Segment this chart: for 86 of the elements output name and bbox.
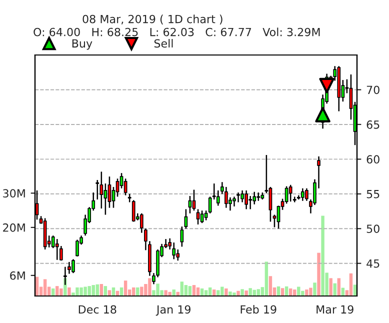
candlestick bbox=[244, 190, 248, 210]
bar bbox=[248, 288, 252, 296]
candlestick bbox=[248, 195, 252, 210]
candlestick bbox=[284, 186, 288, 204]
bar bbox=[124, 280, 128, 296]
candlestick bbox=[240, 190, 244, 203]
y-tick-label: 45 bbox=[366, 259, 380, 268]
candlestick bbox=[236, 192, 240, 203]
legend-label: Sell bbox=[154, 39, 173, 48]
candlestick bbox=[104, 182, 108, 216]
bar bbox=[76, 287, 79, 296]
bar bbox=[297, 286, 300, 296]
candlestick bbox=[100, 171, 104, 210]
bar bbox=[43, 279, 47, 296]
bar bbox=[353, 284, 357, 296]
chart-subtitle: O: 64.00 H: 68.25 L: 62.03 C: 67.77 Vol: 3.29M bbox=[34, 28, 320, 36]
candlestick bbox=[216, 190, 220, 206]
bar bbox=[317, 252, 320, 296]
y-tick-label: 70 bbox=[366, 86, 380, 94]
candlestick bbox=[224, 186, 228, 208]
bar bbox=[148, 278, 152, 296]
bar bbox=[268, 276, 272, 296]
candlestick bbox=[108, 176, 112, 208]
candlestick bbox=[124, 178, 128, 196]
y-tick-label: 55 bbox=[366, 190, 380, 198]
y2-tick-label: 6M bbox=[10, 271, 25, 280]
candlestick bbox=[188, 195, 192, 214]
candlestick bbox=[204, 210, 208, 221]
candlestick bbox=[300, 188, 304, 202]
bar bbox=[156, 284, 160, 296]
x-tick-label: Dec 18 bbox=[78, 305, 116, 314]
candlestick bbox=[200, 210, 204, 224]
candlestick bbox=[132, 200, 136, 222]
bar bbox=[88, 286, 91, 296]
candlestick bbox=[72, 258, 75, 274]
candlestick bbox=[96, 179, 100, 200]
candlestick bbox=[180, 226, 184, 248]
candlestick bbox=[192, 189, 196, 212]
bar bbox=[305, 289, 308, 296]
y-tick-label: 60 bbox=[366, 155, 380, 164]
bar bbox=[240, 289, 244, 296]
candlestick bbox=[55, 238, 59, 261]
bar bbox=[140, 286, 144, 296]
candlestick bbox=[305, 188, 308, 202]
bar bbox=[301, 290, 304, 296]
candlestick bbox=[252, 191, 256, 205]
bar bbox=[244, 290, 248, 296]
chart-title: 08 Mar, 2019 ( 1D chart ) bbox=[82, 14, 222, 25]
y2-tick-label: 20M bbox=[3, 223, 25, 232]
bar bbox=[264, 262, 268, 296]
bar bbox=[60, 288, 63, 296]
y2-tick-label: 30M bbox=[3, 189, 25, 198]
candlestick bbox=[120, 172, 124, 189]
bar bbox=[84, 286, 87, 296]
bar bbox=[321, 216, 324, 296]
candlestick bbox=[276, 205, 280, 230]
bar bbox=[164, 290, 168, 296]
bar bbox=[313, 282, 316, 296]
bar bbox=[220, 286, 224, 296]
candlestick bbox=[116, 178, 120, 198]
candlestick bbox=[268, 186, 272, 222]
candlestick bbox=[196, 208, 200, 226]
candlestick bbox=[172, 242, 176, 260]
x-tick-label: Feb 19 bbox=[240, 305, 276, 314]
bar bbox=[337, 278, 340, 296]
y-tick-label: 65 bbox=[366, 120, 380, 129]
bar bbox=[232, 292, 236, 296]
bar bbox=[168, 292, 172, 296]
candlestick bbox=[184, 208, 188, 230]
bar bbox=[68, 287, 71, 296]
y-tick-label: 50 bbox=[366, 224, 380, 234]
x-tick-label: Mar 19 bbox=[316, 305, 354, 314]
bar bbox=[228, 292, 232, 296]
bar bbox=[349, 273, 353, 296]
bar bbox=[329, 278, 332, 296]
candlestick bbox=[232, 196, 236, 208]
bar bbox=[180, 282, 184, 296]
bar bbox=[35, 276, 39, 296]
candlestick bbox=[288, 184, 292, 202]
x-tick-label: Jan 19 bbox=[156, 305, 190, 316]
bar bbox=[236, 290, 240, 296]
legend-label: Buy bbox=[72, 39, 92, 50]
bar bbox=[309, 288, 312, 296]
bar bbox=[224, 288, 228, 296]
bar bbox=[80, 287, 83, 296]
candlestick bbox=[76, 239, 79, 258]
